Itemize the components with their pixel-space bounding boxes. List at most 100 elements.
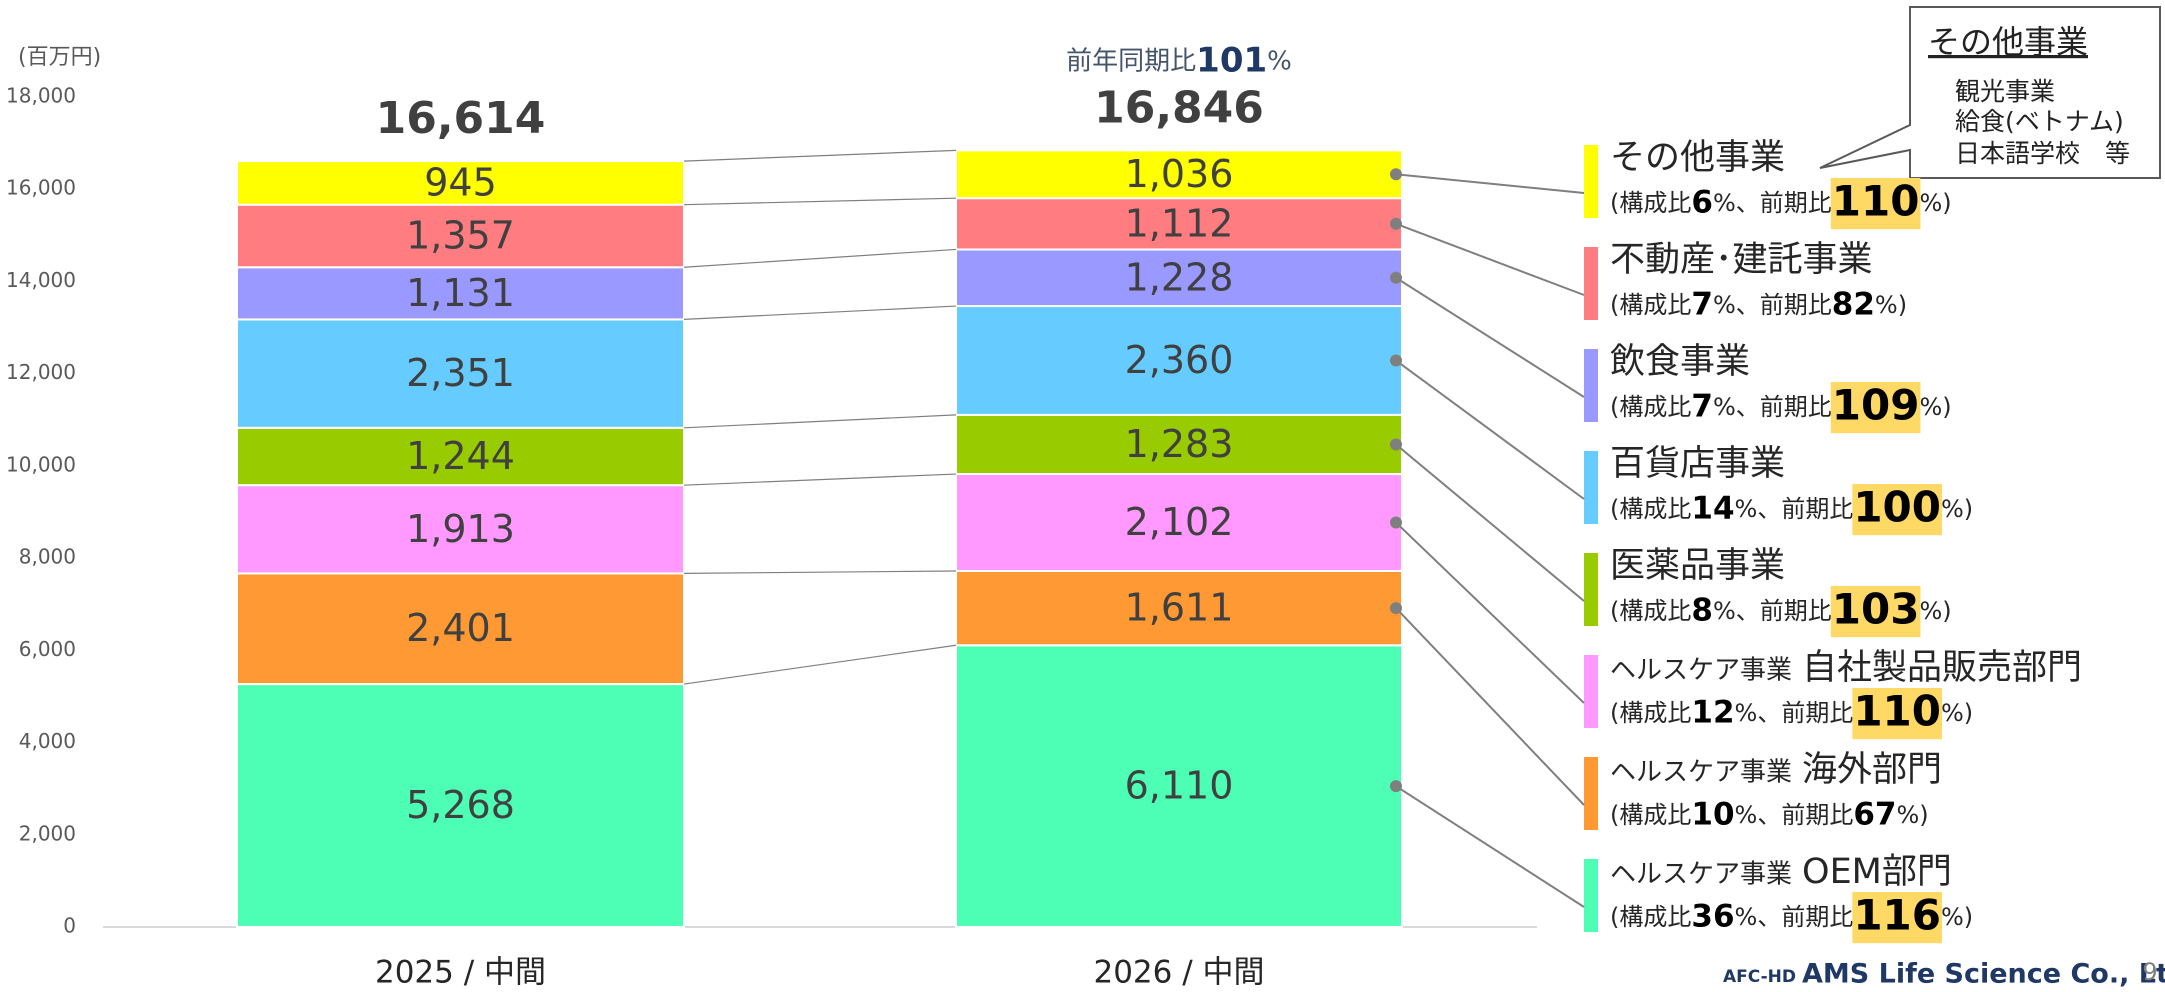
legend-entry: 不動産･建託事業 (構成比 7 %、前期比 82%) [1610,240,1907,323]
legend-group: ヘルスケア事業 [1610,758,1792,788]
bar-connector [683,149,957,162]
legend-text: %、前期比 [1735,903,1854,931]
legend-swatch [1584,553,1598,626]
legend-yoy: 82 [1832,287,1875,323]
bar-segment [955,305,1403,416]
legend-name: OEM部門 [1802,852,1952,892]
legend-connector [1395,173,1585,194]
segment-label: 1,913 [406,507,515,551]
legend-connector [1395,785,1585,908]
bar-connector [683,414,957,429]
y-tick-label: 14,000 [6,268,76,292]
highlight [1852,891,1942,944]
legend-swatch [1584,757,1598,830]
legend-connector [1395,443,1585,602]
legend-yoy: 110 [1853,687,1941,736]
legend-name: 海外部門 [1802,750,1942,790]
legend-text: %、前期比 [1735,495,1854,523]
legend-text: %) [1919,597,1951,625]
y-tick-label: 0 [63,914,76,938]
legend-dot [1390,438,1402,451]
yoy-unit: % [1267,47,1292,77]
legend-name: 飲食事業 [1610,342,1750,382]
segment-label: 2,102 [1125,500,1234,544]
segment-label: 945 [424,160,497,204]
bar-segment [955,248,1403,308]
x-tick-label: 2026 / 中間 [1093,955,1264,991]
footer-prefix: AFC-HD [1723,967,1796,987]
legend-text: %) [1919,393,1951,421]
legend-text: %、前期比 [1713,393,1832,421]
bar-connector [683,473,957,486]
segment-label: 1,244 [406,434,515,478]
bar-segment [236,572,685,686]
bar-segment [236,484,685,575]
bar-connector [683,644,957,685]
bar-connector [683,248,957,268]
legend-swatch [1584,859,1598,932]
bar-segment [955,413,1403,476]
x-tick-label: 2025 / 中間 [375,955,546,991]
legend-connector [1395,276,1585,398]
legend-entry: 百貨店事業 (構成比 14 %、前期比 100%) [1610,444,1973,536]
bar-connector [683,197,957,206]
segment-label: 1,357 [406,213,515,257]
legend-name: 医薬品事業 [1610,546,1785,586]
legend-connector [1395,222,1585,296]
legend-composition: 7 [1691,389,1713,425]
legend-dot [1390,168,1402,181]
segment-label: 1,036 [1125,152,1234,196]
legend-text: (構成比 [1610,495,1691,523]
legend-text: %、前期比 [1713,291,1832,319]
page-number: 9 [2142,958,2157,986]
legend-connector [1395,607,1585,806]
legend-entry: ヘルスケア事業 自社製品販売部門 (構成比 12 %、前期比 110%) [1610,648,2082,740]
legend-group: ヘルスケア事業 [1610,860,1792,890]
highlight [1830,177,1921,230]
legend-yoy: 100 [1853,483,1941,532]
highlight [1830,585,1921,638]
segment-label: 6,110 [1125,764,1234,808]
legend-text: %) [1919,189,1951,217]
legend-composition: 7 [1691,287,1713,323]
segment-label: 1,131 [406,271,515,315]
legend-swatch [1584,247,1598,320]
bar-segment [236,203,685,269]
highlight [1852,483,1942,536]
legend-composition: 10 [1691,797,1734,833]
legend-dot [1390,602,1402,615]
yoy-value: 101 [1196,41,1267,81]
callout-title: その他事業 [1928,23,2088,61]
total-label: 16,614 [376,93,546,144]
legend-composition: 8 [1691,593,1713,629]
callout-item: 日本語学校 等 [1955,139,2130,168]
legend-entry: ヘルスケア事業 OEM部門 (構成比 36 %、前期比 116%) [1610,852,1973,944]
yoy-annotation: 前年同期比 101% [1066,41,1292,81]
bar-segment [955,197,1403,251]
segment-label: 2,401 [406,606,515,650]
bar-segment [955,149,1403,200]
legend-composition: 6 [1691,185,1713,221]
bar-segment [955,644,1403,928]
segment-label: 2,351 [406,351,515,395]
legend-connector [1395,359,1585,500]
legend-entry: 医薬品事業 (構成比 8 %、前期比 103%) [1610,546,1952,638]
legend-yoy: 67 [1853,797,1896,833]
bar-connector [683,305,957,320]
legend-text: %、前期比 [1735,801,1854,829]
segment-label: 5,268 [406,783,515,827]
segment-label: 1,228 [1125,255,1234,299]
unit-label: (百万円) [18,45,101,70]
legend-yoy: 110 [1832,177,1920,226]
yoy-text: 前年同期比 [1066,47,1196,77]
y-tick-label: 18,000 [6,84,76,108]
segment-label: 1,283 [1125,422,1234,466]
legend-swatch [1584,349,1598,422]
highlight [1830,381,1921,434]
legend-text: (構成比 [1610,597,1691,625]
legend-swatch [1584,451,1598,524]
legend-text: (構成比 [1610,291,1691,319]
callout-item: 観光事業 [1955,77,2055,106]
legend-dot [1390,217,1402,230]
